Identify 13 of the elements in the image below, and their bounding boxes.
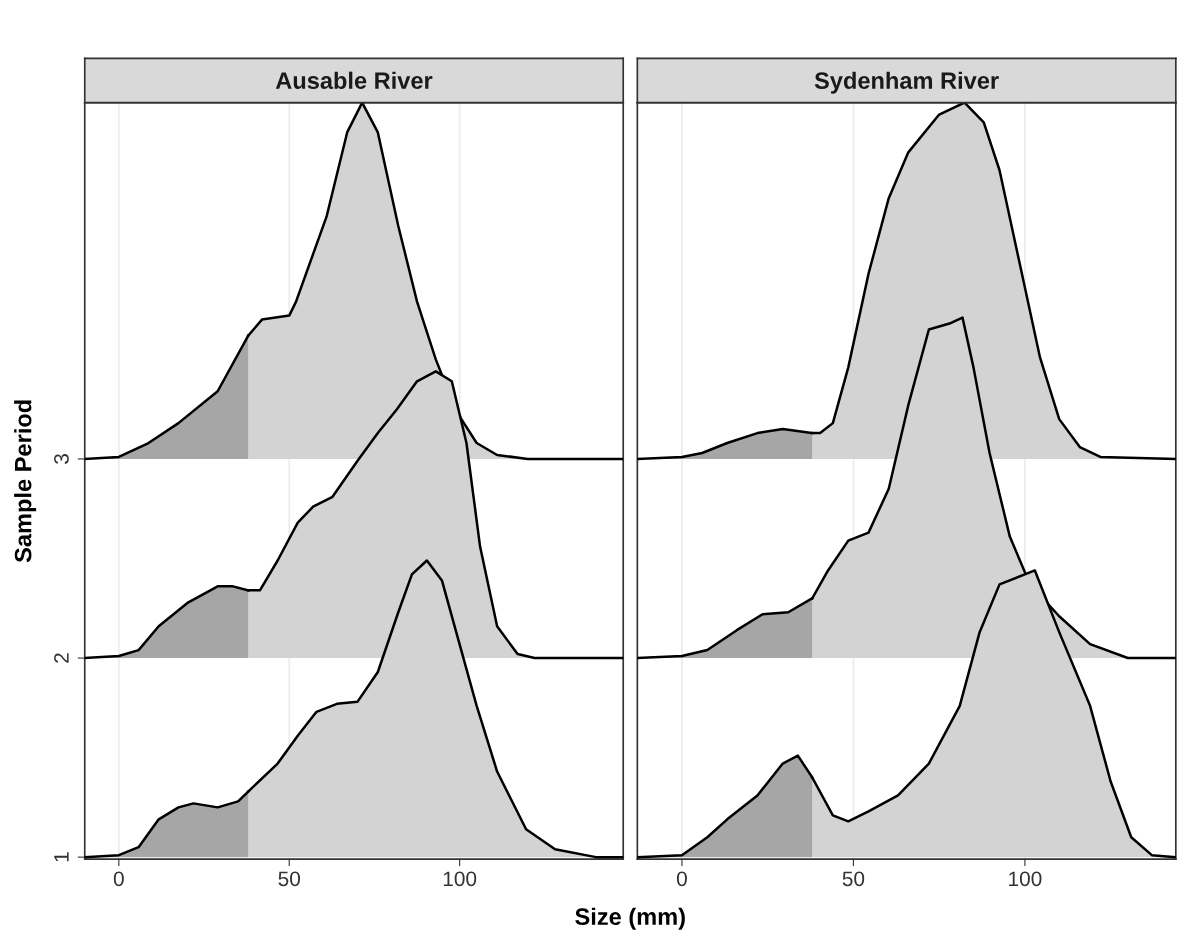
x-tick-label: 0 xyxy=(676,871,687,887)
x-tick-label: 50 xyxy=(842,871,865,887)
chart-title: Ausable River xyxy=(275,71,433,89)
x-tick-label: 0 xyxy=(113,871,124,887)
y-axis-title: Sample Period xyxy=(14,400,37,563)
y-tick-label: 1 xyxy=(54,852,69,862)
chart-title: Sydenham River xyxy=(814,71,999,94)
x-tick-label: 50 xyxy=(278,871,300,887)
x-tick-label: 100 xyxy=(443,871,477,887)
y-tick-label: 3 xyxy=(54,454,69,464)
x-tick-label: 100 xyxy=(1009,871,1042,887)
x-axis-title: Size (mm) xyxy=(575,907,685,930)
y-tick-label: 2 xyxy=(54,653,69,663)
